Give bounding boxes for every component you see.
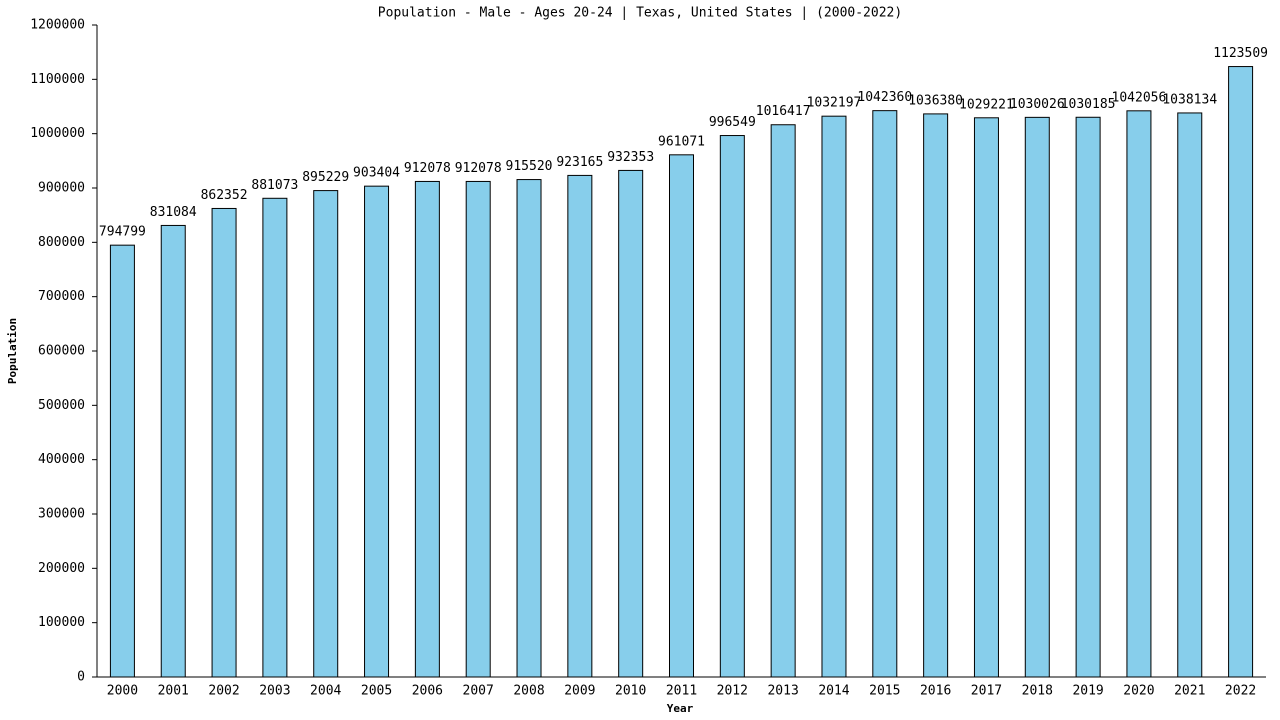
value-label: 1032197 [807,96,862,111]
y-tick-label: 100000 [38,615,85,630]
x-tick-label: 2014 [818,684,849,699]
value-label: 1038134 [1162,92,1217,107]
x-tick-label: 2004 [310,684,341,699]
y-tick-label: 400000 [38,452,85,467]
value-label: 862352 [201,188,248,203]
x-tick-label: 2006 [412,684,443,699]
bar [770,124,796,678]
x-tick-label: 2022 [1225,684,1256,699]
x-tick-label: 2007 [463,684,494,699]
value-label: 881073 [251,178,298,193]
x-axis-label: Year [667,702,694,715]
value-label: 1042056 [1112,90,1167,105]
value-label: 912078 [455,161,502,176]
bar [1075,116,1101,678]
bar [719,135,745,678]
x-tick-label: 2010 [615,684,646,699]
x-tick-label: 2002 [208,684,239,699]
value-label: 1030026 [1010,97,1065,112]
bar [618,169,644,678]
value-label: 903404 [353,166,400,181]
bar [414,180,440,678]
bar [872,110,898,678]
bar [1228,66,1254,678]
value-label: 895229 [302,170,349,185]
y-tick-label: 0 [77,670,85,685]
value-label: 1030185 [1061,97,1116,112]
bar [313,190,339,678]
value-label: 1029221 [959,97,1014,112]
value-label: 996549 [709,115,756,130]
bar [211,207,237,678]
bar [669,154,694,678]
y-tick-label: 1200000 [30,18,85,33]
bar [1024,116,1050,678]
y-tick-label: 900000 [38,181,85,196]
bar [109,244,135,678]
x-tick-label: 2020 [1123,684,1154,699]
x-tick-label: 2012 [717,684,748,699]
value-label: 1036380 [908,93,963,108]
x-tick-label: 2005 [361,684,392,699]
x-tick-label: 2021 [1174,684,1205,699]
bar [821,115,847,678]
y-axis-label: Population [6,318,19,384]
x-tick-label: 2017 [971,684,1002,699]
x-tick-label: 2008 [513,684,544,699]
y-tick-label: 200000 [38,561,85,576]
value-label: 923165 [556,155,603,170]
x-tick-label: 2001 [158,684,189,699]
y-tick-label: 600000 [38,344,85,359]
x-tick-label: 2019 [1072,684,1103,699]
x-tick-label: 2016 [920,684,951,699]
bar [923,113,949,678]
y-tick-label: 1000000 [30,126,85,141]
value-label: 1016417 [756,104,811,119]
bar [973,117,999,678]
x-tick-label: 2015 [869,684,900,699]
bar [364,185,390,678]
x-tick-label: 2000 [107,684,138,699]
value-label: 831084 [150,205,197,220]
bar [1177,112,1203,678]
value-label: 912078 [404,161,451,176]
value-label: 932353 [607,150,654,165]
y-tick-label: 500000 [38,398,85,413]
value-label: 961071 [658,134,705,149]
bar [567,174,593,678]
chart-title: Population - Male - Ages 20-24 | Texas, … [378,6,902,21]
bar [516,179,542,678]
value-label: 1123509 [1213,46,1268,61]
y-tick-label: 1100000 [30,72,85,87]
x-tick-label: 2013 [767,684,798,699]
x-tick-label: 2018 [1022,684,1053,699]
x-tick-label: 2011 [666,684,697,699]
bar [465,180,491,678]
bar [262,197,288,678]
x-tick-label: 2003 [259,684,290,699]
value-label: 915520 [506,159,553,174]
bar [160,224,186,678]
y-tick-label: 700000 [38,289,85,304]
bar [1126,110,1152,678]
y-tick-label: 300000 [38,507,85,522]
value-label: 794799 [99,225,146,240]
value-label: 1042360 [857,90,912,105]
y-tick-label: 800000 [38,235,85,250]
x-tick-label: 2009 [564,684,595,699]
